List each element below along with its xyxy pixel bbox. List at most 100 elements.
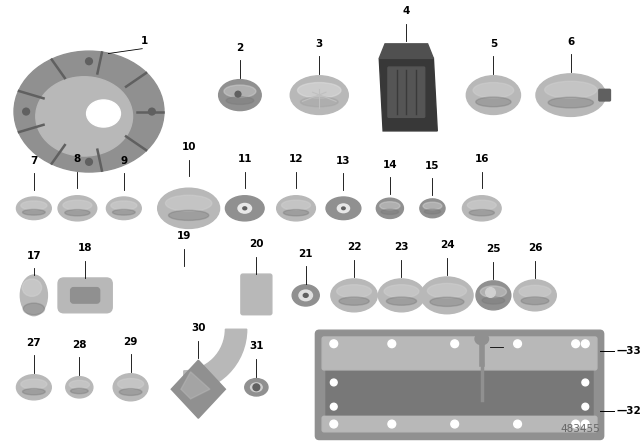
Ellipse shape xyxy=(481,286,506,297)
Text: 8: 8 xyxy=(74,154,81,164)
Ellipse shape xyxy=(337,284,371,298)
FancyBboxPatch shape xyxy=(388,67,425,117)
FancyBboxPatch shape xyxy=(599,89,611,101)
Text: 26: 26 xyxy=(528,243,542,253)
Ellipse shape xyxy=(118,379,143,389)
Ellipse shape xyxy=(168,210,209,220)
Ellipse shape xyxy=(226,97,253,104)
Text: 21: 21 xyxy=(298,249,313,258)
Text: 15: 15 xyxy=(425,160,440,171)
Ellipse shape xyxy=(381,209,399,215)
Ellipse shape xyxy=(276,196,316,221)
Ellipse shape xyxy=(519,285,551,298)
Text: 2: 2 xyxy=(236,43,244,52)
FancyBboxPatch shape xyxy=(326,368,593,425)
FancyBboxPatch shape xyxy=(316,330,604,439)
Text: 9: 9 xyxy=(120,156,127,166)
Ellipse shape xyxy=(86,100,120,127)
Text: 27: 27 xyxy=(26,338,41,348)
Circle shape xyxy=(451,420,459,428)
FancyBboxPatch shape xyxy=(322,337,597,370)
Ellipse shape xyxy=(514,280,556,311)
Ellipse shape xyxy=(482,297,505,304)
Circle shape xyxy=(581,420,589,428)
Text: 25: 25 xyxy=(486,244,500,254)
Ellipse shape xyxy=(165,195,212,211)
Circle shape xyxy=(330,403,337,410)
Circle shape xyxy=(23,108,29,115)
Ellipse shape xyxy=(243,207,246,210)
Circle shape xyxy=(582,379,589,386)
Polygon shape xyxy=(380,58,437,131)
Text: 4: 4 xyxy=(403,6,410,16)
Text: 5: 5 xyxy=(490,39,497,49)
Ellipse shape xyxy=(331,279,378,312)
Circle shape xyxy=(581,340,589,348)
Ellipse shape xyxy=(298,82,341,98)
Ellipse shape xyxy=(300,97,338,107)
Text: 22: 22 xyxy=(347,242,362,252)
Ellipse shape xyxy=(63,200,92,210)
Circle shape xyxy=(514,420,522,428)
Text: 1: 1 xyxy=(141,36,148,46)
Ellipse shape xyxy=(378,279,425,312)
Ellipse shape xyxy=(106,197,141,220)
Wedge shape xyxy=(184,329,246,392)
Circle shape xyxy=(388,340,396,348)
Ellipse shape xyxy=(20,201,47,210)
Circle shape xyxy=(253,384,260,391)
Ellipse shape xyxy=(69,380,90,389)
Ellipse shape xyxy=(475,333,488,345)
Ellipse shape xyxy=(467,76,520,115)
Text: 28: 28 xyxy=(72,340,86,349)
Ellipse shape xyxy=(113,374,148,401)
Polygon shape xyxy=(172,360,225,418)
Circle shape xyxy=(148,108,156,115)
Circle shape xyxy=(330,420,338,428)
Text: 16: 16 xyxy=(474,154,489,164)
Ellipse shape xyxy=(303,293,308,297)
Ellipse shape xyxy=(36,77,132,156)
Text: 19: 19 xyxy=(177,231,191,241)
Text: 18: 18 xyxy=(78,243,92,253)
Ellipse shape xyxy=(58,196,97,221)
Circle shape xyxy=(235,91,241,97)
Ellipse shape xyxy=(476,281,511,310)
Text: 7: 7 xyxy=(30,156,38,166)
Text: 6: 6 xyxy=(567,37,575,47)
Ellipse shape xyxy=(342,207,345,210)
Text: 24: 24 xyxy=(440,240,454,250)
FancyBboxPatch shape xyxy=(322,416,597,432)
Ellipse shape xyxy=(20,275,47,316)
Circle shape xyxy=(330,379,337,386)
Ellipse shape xyxy=(545,81,597,98)
Circle shape xyxy=(582,403,589,410)
Text: —33: —33 xyxy=(616,346,640,357)
Ellipse shape xyxy=(292,285,319,306)
Circle shape xyxy=(514,340,522,348)
Ellipse shape xyxy=(476,97,511,107)
Circle shape xyxy=(451,340,459,348)
Circle shape xyxy=(486,288,495,297)
FancyBboxPatch shape xyxy=(70,288,100,303)
Text: 11: 11 xyxy=(237,154,252,164)
Text: 12: 12 xyxy=(289,154,303,164)
Ellipse shape xyxy=(326,197,361,220)
Text: 483455: 483455 xyxy=(560,424,600,434)
Text: 17: 17 xyxy=(26,250,41,261)
Ellipse shape xyxy=(428,284,467,298)
Ellipse shape xyxy=(113,210,135,215)
Polygon shape xyxy=(380,44,433,58)
Ellipse shape xyxy=(299,290,312,301)
Text: 29: 29 xyxy=(124,336,138,347)
Ellipse shape xyxy=(22,279,42,296)
Ellipse shape xyxy=(469,210,494,216)
Ellipse shape xyxy=(244,379,268,396)
Ellipse shape xyxy=(20,379,47,389)
Ellipse shape xyxy=(251,383,262,392)
Ellipse shape xyxy=(536,74,605,116)
Text: 3: 3 xyxy=(316,39,323,49)
Ellipse shape xyxy=(14,51,164,172)
Ellipse shape xyxy=(111,201,137,210)
Ellipse shape xyxy=(430,297,464,306)
